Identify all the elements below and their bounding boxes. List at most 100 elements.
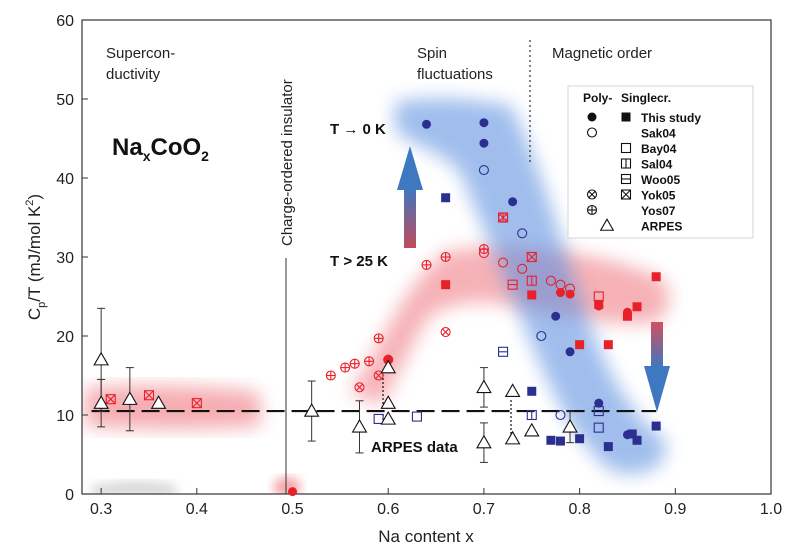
point-arpes bbox=[121, 391, 138, 405]
legend-entry: This study bbox=[641, 111, 701, 125]
point-arpes bbox=[380, 395, 397, 409]
point-sak04 bbox=[545, 275, 556, 286]
point-bay04 bbox=[593, 405, 604, 417]
legend-marker-single bbox=[621, 112, 631, 122]
point-yok05 bbox=[191, 398, 202, 409]
y-tick-label: 20 bbox=[56, 329, 74, 346]
arrow-up bbox=[397, 146, 423, 248]
point-yok05 bbox=[373, 370, 384, 381]
legend-marker-poly bbox=[586, 127, 598, 138]
supercond-label-1: Supercon- bbox=[106, 45, 175, 62]
point-yos07 bbox=[340, 362, 351, 373]
gray-band bbox=[92, 481, 178, 494]
legend-marker-single bbox=[620, 158, 632, 169]
point-yos07 bbox=[325, 370, 336, 381]
legend-marker-single bbox=[620, 173, 632, 185]
point-yok05 bbox=[440, 326, 451, 338]
legend-entry: Woo05 bbox=[641, 173, 680, 187]
red-band-left bbox=[85, 385, 261, 429]
point-sak04 bbox=[564, 283, 576, 294]
point-this-study bbox=[575, 434, 585, 444]
red-band-right bbox=[350, 247, 670, 405]
point-yok05 bbox=[105, 394, 116, 405]
point-arpes bbox=[150, 395, 167, 409]
x-tick-label: 0.7 bbox=[473, 501, 495, 518]
point-this-study bbox=[622, 311, 632, 321]
point-sak04 bbox=[536, 330, 547, 342]
legend-header-single: Singlecr. bbox=[621, 91, 671, 105]
point-yos07 bbox=[373, 333, 384, 344]
x-tick-label: 0.9 bbox=[664, 501, 686, 518]
legend-marker-poly bbox=[586, 204, 598, 216]
magnetic-order-label: Magnetic order bbox=[552, 45, 652, 62]
data-points bbox=[93, 118, 661, 497]
point-sal04 bbox=[526, 275, 537, 286]
point-arpes bbox=[476, 434, 492, 449]
point-bay04 bbox=[411, 411, 422, 422]
legend-marker-poly bbox=[586, 189, 598, 200]
point-sak04 bbox=[498, 257, 509, 268]
point-this-study bbox=[594, 299, 604, 309]
y-axis-ticks: 0 10 20 30 40 50 60 bbox=[56, 13, 88, 504]
point-this-study bbox=[651, 272, 661, 282]
point-arpes bbox=[380, 359, 397, 374]
point-yok05 bbox=[143, 390, 155, 401]
point-this-study bbox=[575, 340, 585, 350]
point-woo05 bbox=[507, 279, 518, 290]
point-arpes bbox=[380, 410, 397, 425]
point-bay04 bbox=[593, 291, 604, 302]
x-axis-label: Na content x bbox=[378, 527, 474, 546]
legend-entry: Bay04 bbox=[641, 142, 677, 156]
point-this-study bbox=[594, 398, 604, 408]
y-tick-label: 50 bbox=[56, 92, 74, 109]
x-tick-label: 0.3 bbox=[90, 501, 112, 518]
point-arpes bbox=[93, 351, 109, 366]
t-25-label: T > 25 K bbox=[330, 253, 388, 270]
legend-entry: Sak04 bbox=[641, 127, 676, 141]
point-arpes bbox=[351, 418, 368, 433]
point-arpes bbox=[93, 395, 109, 409]
legend-marker-single bbox=[620, 142, 632, 154]
y-tick-label: 10 bbox=[56, 408, 74, 425]
point-this-study bbox=[565, 347, 575, 357]
point-this-study bbox=[551, 311, 561, 321]
legend-entry: Yok05 bbox=[641, 189, 676, 203]
point-yok05 bbox=[526, 251, 537, 263]
x-tick-label: 1.0 bbox=[760, 501, 782, 518]
point-this-study bbox=[508, 197, 518, 207]
spin-label-1: Spin bbox=[417, 45, 447, 62]
y-tick-label: 30 bbox=[56, 250, 74, 267]
point-yos07 bbox=[421, 259, 432, 270]
point-this-study bbox=[627, 429, 637, 439]
point-yos07 bbox=[440, 251, 451, 263]
point-this-study bbox=[441, 193, 451, 203]
arrow-down bbox=[644, 322, 670, 412]
x-tick-label: 0.6 bbox=[377, 501, 399, 518]
point-sak04 bbox=[555, 409, 566, 421]
point-yok05 bbox=[354, 382, 365, 393]
legend-marker-single bbox=[620, 189, 632, 200]
charge-ordered-label: Charge-ordered insulator bbox=[279, 79, 296, 246]
point-arpes bbox=[523, 422, 540, 437]
point-this-study bbox=[632, 435, 642, 445]
point-woo05 bbox=[498, 346, 509, 357]
point-this-study bbox=[527, 290, 537, 300]
point-this-study bbox=[546, 435, 556, 445]
point-this-study bbox=[479, 138, 489, 148]
y-axis-label: Cp/T (mJ/mol K2) bbox=[24, 194, 48, 320]
point-sak04 bbox=[517, 228, 528, 239]
point-this-study bbox=[479, 118, 489, 128]
formula-label: NaxCoO2 bbox=[112, 134, 209, 164]
legend-entry: Sal04 bbox=[641, 158, 673, 172]
supercond-label-2: ductivity bbox=[106, 66, 161, 83]
point-yos07 bbox=[364, 356, 375, 367]
point-bay04 bbox=[373, 413, 384, 425]
x-tick-label: 0.4 bbox=[186, 501, 208, 518]
point-arpes bbox=[504, 383, 521, 398]
legend-entry: ARPES bbox=[641, 220, 682, 234]
legend-header-poly: Poly- bbox=[583, 91, 612, 105]
point-sak04 bbox=[478, 165, 489, 176]
point-this-study bbox=[651, 421, 661, 431]
